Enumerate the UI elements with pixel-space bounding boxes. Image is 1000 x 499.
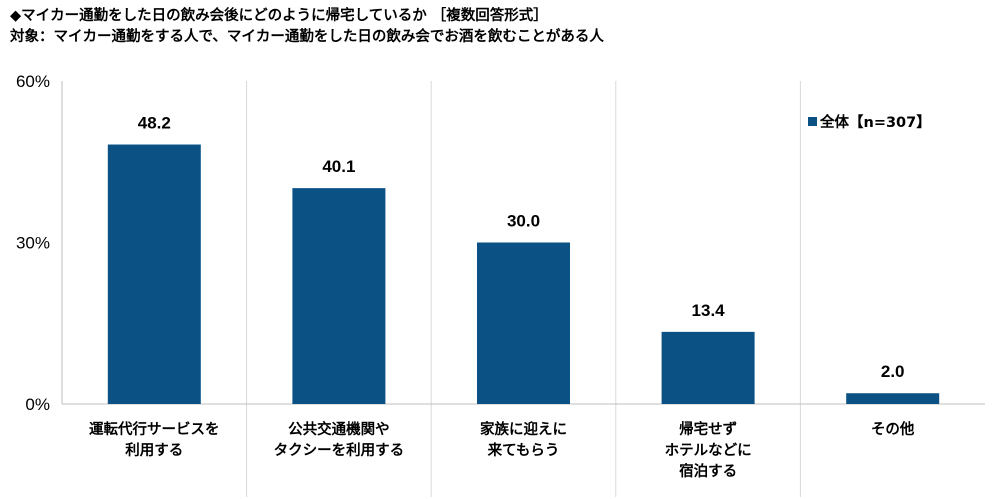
chart-title: ◆マイカー通勤をした日の飲み会後にどのように帰宅しているか ［複数回答形式］ [10, 8, 548, 24]
category-label: 家族に迎えに来てもらう [480, 420, 567, 459]
bar [107, 144, 201, 405]
y-tick-label: 60% [16, 72, 50, 91]
y-tick-label: 30% [16, 234, 50, 253]
category-label: その他 [871, 420, 915, 438]
bar [292, 188, 386, 404]
data-label: 13.4 [692, 301, 726, 320]
category-label: 公共交通機関やタクシーを利用する [274, 420, 405, 459]
y-tick-label: 0% [25, 395, 50, 414]
data-label: 48.2 [138, 114, 171, 133]
bar [846, 393, 940, 404]
data-label: 40.1 [322, 157, 355, 176]
category-label: 帰宅せずホテルなどに宿泊する [665, 420, 752, 480]
chart-subtitle: 対象：マイカー通勤をする人で、マイカー通勤をした日の飲み会でお酒を飲むことがある… [10, 29, 604, 45]
bar [477, 242, 570, 404]
legend-swatch [808, 117, 817, 126]
data-label: 2.0 [881, 362, 905, 381]
data-label: 30.0 [507, 212, 540, 231]
bar [661, 331, 755, 404]
legend-label: 全体【n=307】 [819, 113, 931, 131]
category-label: 運転代行サービスを利用する [89, 420, 220, 459]
